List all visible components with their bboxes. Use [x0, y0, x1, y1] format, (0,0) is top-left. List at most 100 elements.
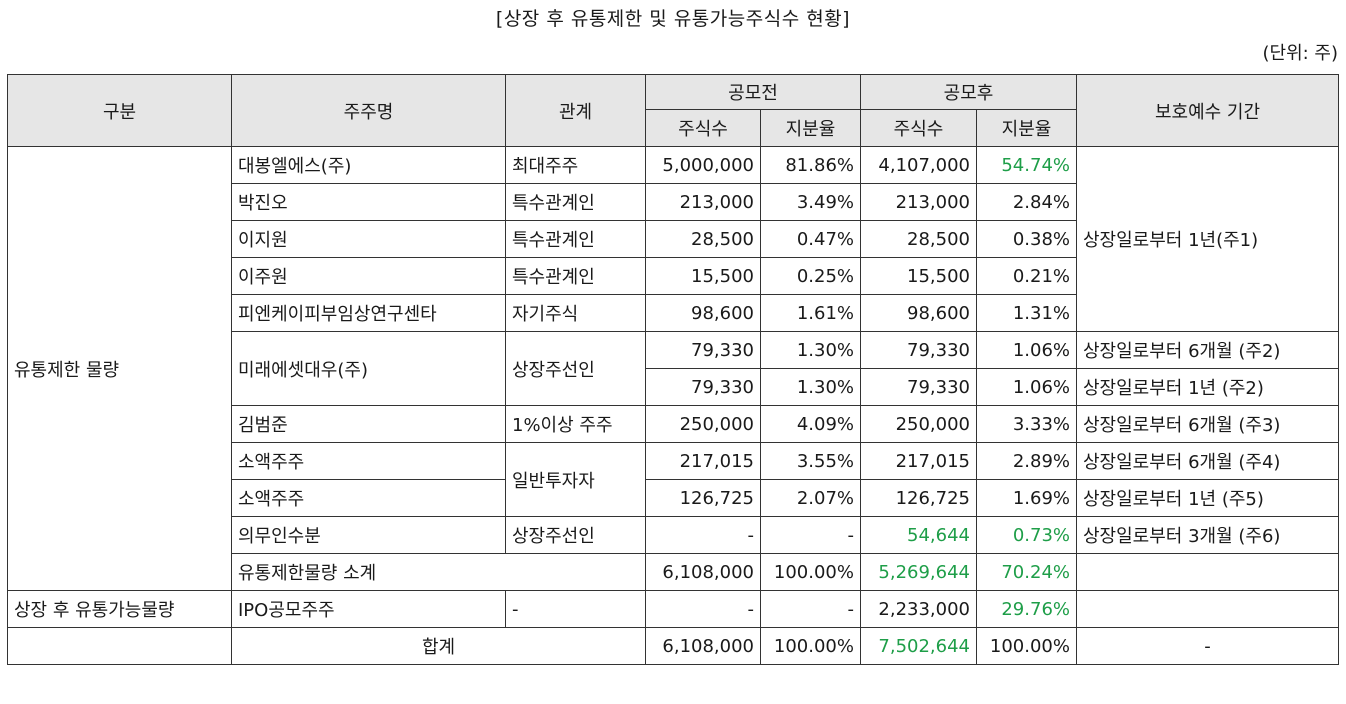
lockup-cell: 상장일로부터 6개월 (주2)	[1076, 331, 1339, 369]
pre-shares-cell: 217,015	[645, 442, 761, 480]
holder-cell: 소액주주	[231, 442, 506, 480]
pre-shares-cell: 79,330	[645, 331, 761, 369]
pre-shares-cell: 79,330	[645, 368, 761, 406]
post-shares-cell: 2,233,000	[860, 590, 977, 628]
pre-shares-cell: 213,000	[645, 183, 761, 221]
post-ratio-cell: 1.31%	[976, 294, 1077, 332]
shareholding-table: 구분 주주명 관계 공모전 공모후 보호예수 기간 주식수 지분율 주식수 지분…	[7, 74, 1339, 665]
relation-cell: 특수관계인	[505, 220, 646, 258]
holder-cell: 박진오	[231, 183, 506, 221]
subtotal-pre-shares: 6,108,000	[645, 553, 761, 591]
holder-cell: IPO공모주주	[231, 590, 506, 628]
header-row-2: 주식수 지분율 주식수 지분율	[8, 109, 1339, 147]
post-shares-cell: 250,000	[860, 405, 977, 443]
post-shares-cell: 15,500	[860, 257, 977, 295]
pre-shares-cell: -	[645, 516, 761, 554]
subtotal-row: 유통제한물량 소계 6,108,000 100.00% 5,269,644 70…	[8, 553, 1339, 591]
total-pre-ratio: 100.00%	[760, 627, 861, 665]
post-shares-cell: 126,725	[860, 479, 977, 517]
subtotal-post-ratio: 70.24%	[976, 553, 1077, 591]
total-label: 합계	[231, 627, 646, 665]
table-row: 피엔케이피부임상연구센타 자기주식 98,600 1.61% 98,600 1.…	[8, 294, 1339, 332]
post-shares-cell: 4,107,000	[860, 146, 977, 184]
pre-shares-cell: 5,000,000	[645, 146, 761, 184]
pre-ratio-cell: 2.07%	[760, 479, 861, 517]
pre-shares-cell: 15,500	[645, 257, 761, 295]
post-ratio-cell: 29.76%	[976, 590, 1077, 628]
pre-shares-cell: 126,725	[645, 479, 761, 517]
post-shares-cell: 213,000	[860, 183, 977, 221]
pre-ratio-cell: 4.09%	[760, 405, 861, 443]
header-category: 구분	[7, 74, 232, 147]
post-ratio-cell: 1.69%	[976, 479, 1077, 517]
pre-ratio-cell: -	[760, 516, 861, 554]
pre-ratio-cell: 81.86%	[760, 146, 861, 184]
table-row: 이지원 특수관계인 28,500 0.47% 28,500 0.38%	[8, 220, 1339, 258]
header-relation: 관계	[505, 74, 646, 147]
table-row: 박진오 특수관계인 213,000 3.49% 213,000 2.84%	[8, 183, 1339, 221]
post-ratio-cell: 0.38%	[976, 220, 1077, 258]
total-lockup: -	[1076, 627, 1339, 665]
subtotal-post-shares: 5,269,644	[860, 553, 977, 591]
lockup-cell: 상장일로부터 1년 (주5)	[1076, 479, 1339, 517]
post-ratio-cell: 2.89%	[976, 442, 1077, 480]
holder-cell: 미래에셋대우(주)	[231, 331, 506, 406]
relation-cell: 특수관계인	[505, 183, 646, 221]
post-ratio-cell: 54.74%	[976, 146, 1077, 184]
post-ratio-cell: 3.33%	[976, 405, 1077, 443]
pre-ratio-cell: -	[760, 590, 861, 628]
total-post-ratio: 100.00%	[976, 627, 1077, 665]
lockup-cell: 상장일로부터 3개월 (주6)	[1076, 516, 1339, 554]
lockup-cell: 상장일로부터 1년(주1)	[1076, 146, 1339, 332]
total-category-empty	[7, 627, 232, 665]
holder-cell: 대봉엘에스(주)	[231, 146, 506, 184]
holder-cell: 의무인수분	[231, 516, 506, 554]
post-shares-cell: 79,330	[860, 331, 977, 369]
relation-cell: 특수관계인	[505, 257, 646, 295]
post-ratio-cell: 1.06%	[976, 331, 1077, 369]
lockup-cell: 상장일로부터 6개월 (주4)	[1076, 442, 1339, 480]
header-post-ratio: 지분율	[976, 109, 1077, 147]
lockup-cell: 상장일로부터 6개월 (주3)	[1076, 405, 1339, 443]
relation-cell: -	[505, 590, 646, 628]
header-pre-ipo: 공모전	[645, 74, 861, 110]
holder-cell: 피엔케이피부임상연구센타	[231, 294, 506, 332]
table-row: 소액주주 126,725 2.07% 126,725 1.69% 상장일로부터 …	[8, 479, 1339, 517]
subtotal-lockup-empty	[1076, 553, 1339, 591]
relation-cell: 일반투자자	[505, 442, 646, 517]
pre-ratio-cell: 3.49%	[760, 183, 861, 221]
table-row: 의무인수분 상장주선인 - - 54,644 0.73% 상장일로부터 3개월 …	[8, 516, 1339, 554]
table-row: 소액주주 일반투자자 217,015 3.55% 217,015 2.89% 상…	[8, 442, 1339, 517]
holder-cell: 소액주주	[231, 479, 506, 517]
header-lockup: 보호예수 기간	[1076, 74, 1339, 147]
post-ratio-cell: 1.06%	[976, 368, 1077, 406]
total-row: 합계 6,108,000 100.00% 7,502,644 100.00% -	[7, 627, 1339, 665]
pre-shares-cell: 250,000	[645, 405, 761, 443]
table-row: 이주원 특수관계인 15,500 0.25% 15,500 0.21%	[8, 257, 1339, 295]
table-title: [상장 후 유통제한 및 유통가능주식수 현황]	[495, 8, 851, 30]
pre-shares-cell: -	[645, 590, 761, 628]
post-ratio-cell: 2.84%	[976, 183, 1077, 221]
post-shares-cell: 217,015	[860, 442, 977, 480]
table-row: 유통제한 물량 대봉엘에스(주) 최대주주 5,000,000 81.86% 4…	[7, 146, 1339, 591]
relation-cell: 자기주식	[505, 294, 646, 332]
header-post-shares: 주식수	[860, 109, 977, 147]
pre-shares-cell: 98,600	[645, 294, 761, 332]
post-shares-cell: 54,644	[860, 516, 977, 554]
post-shares-cell: 79,330	[860, 368, 977, 406]
group-restricted: 유통제한 물량	[7, 146, 232, 591]
holder-cell: 이지원	[231, 220, 506, 258]
relation-cell: 최대주주	[505, 146, 646, 184]
table-row: 미래에셋대우(주) 상장주선인 79,330 1.30% 79,330 1.06…	[8, 331, 1339, 406]
relation-cell: 1%이상 주주	[505, 405, 646, 443]
pre-ratio-cell: 0.47%	[760, 220, 861, 258]
tradable-row: 상장 후 유통가능물량 IPO공모주주 - - - 2,233,000 29.7…	[7, 590, 1339, 628]
relation-cell: 상장주선인	[505, 516, 646, 554]
pre-ratio-cell: 0.25%	[760, 257, 861, 295]
relation-cell: 상장주선인	[505, 331, 646, 406]
post-ratio-cell: 0.73%	[976, 516, 1077, 554]
group-tradable: 상장 후 유통가능물량	[7, 590, 232, 628]
pre-shares-cell: 28,500	[645, 220, 761, 258]
total-post-shares: 7,502,644	[860, 627, 977, 665]
header-post-ipo: 공모후	[860, 74, 1077, 110]
